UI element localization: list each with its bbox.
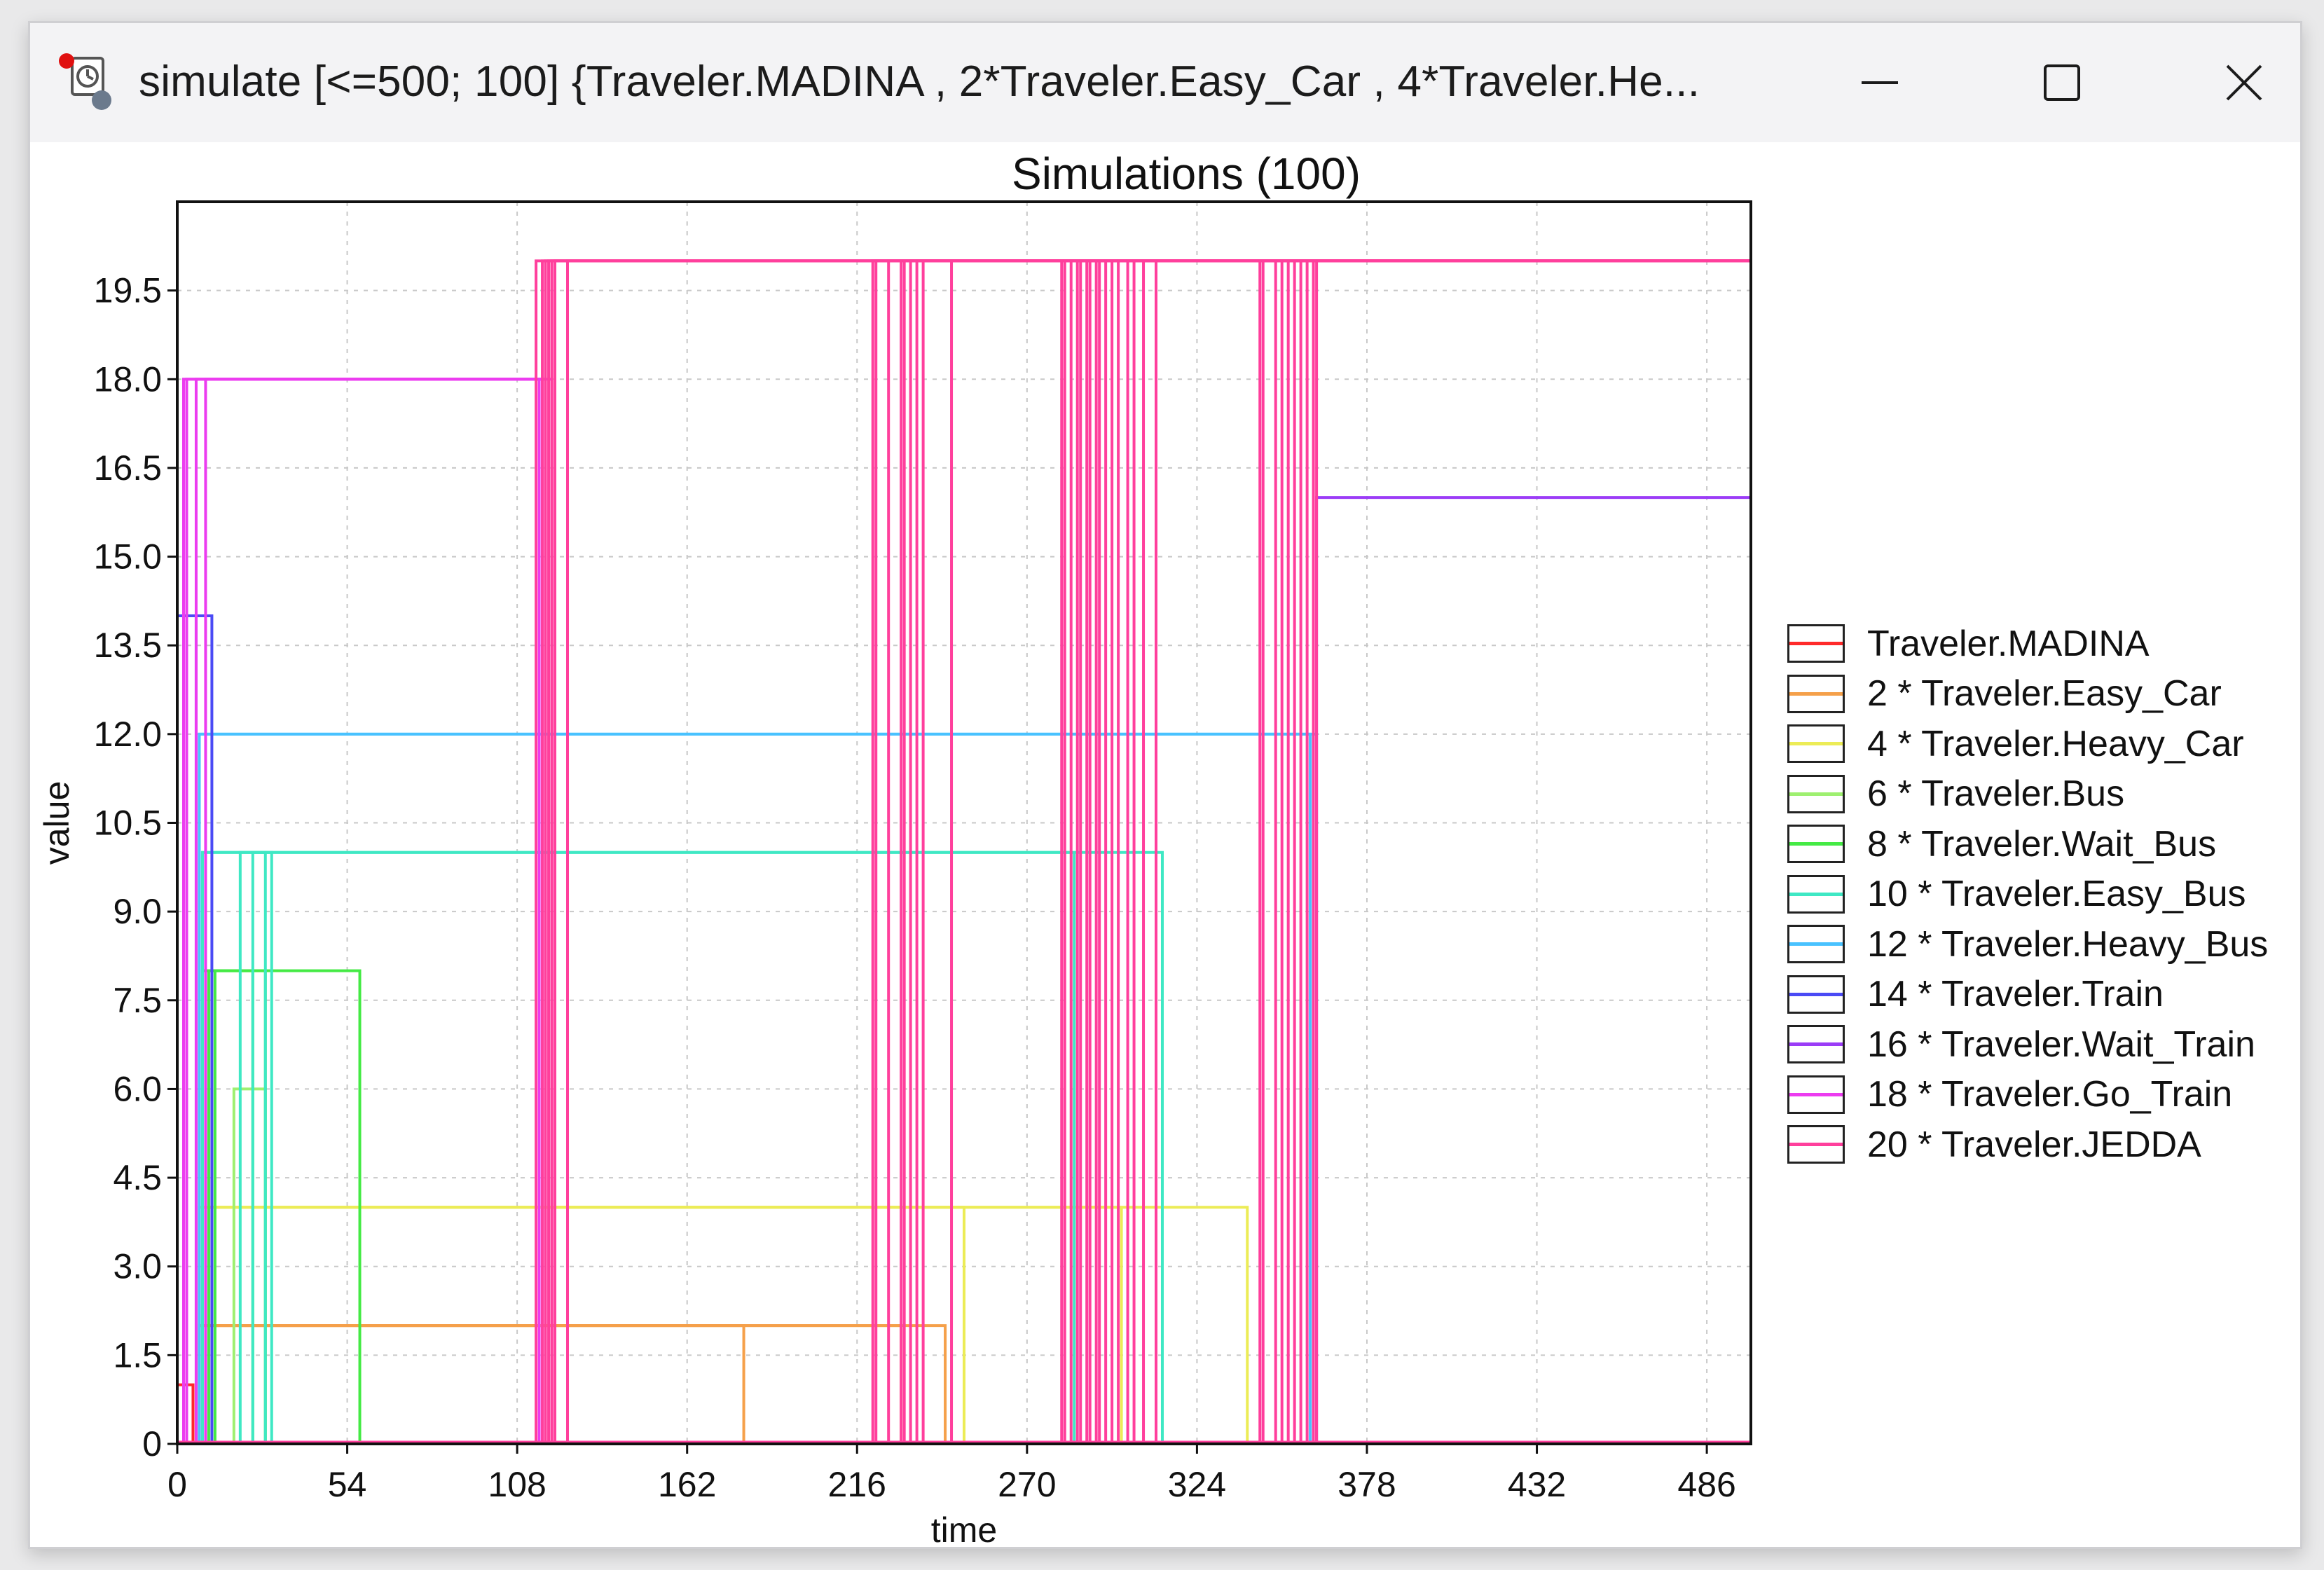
simulation-window: simulate [<=500; 100] {Traveler.MADINA ,… bbox=[28, 21, 2302, 1549]
minimize-icon bbox=[1862, 81, 1898, 84]
series-run bbox=[1315, 496, 1751, 1444]
legend-label: Traveler.MADINA bbox=[1867, 623, 2150, 664]
series-run bbox=[198, 1324, 903, 1444]
y-tick-label: 7.5 bbox=[113, 981, 162, 1020]
series-run bbox=[198, 1324, 947, 1444]
legend-item: 14 * Traveler.Train bbox=[1787, 970, 2320, 1020]
legend-item: 4 * Traveler.Heavy_Car bbox=[1787, 719, 2320, 769]
legend-swatch bbox=[1787, 1075, 1845, 1114]
legend-label: 4 * Traveler.Heavy_Car bbox=[1867, 723, 2244, 764]
x-tick-label: 108 bbox=[488, 1465, 546, 1504]
window-title: simulate [<=500; 100] {Traveler.MADINA ,… bbox=[139, 57, 1700, 106]
simulate-app-icon bbox=[59, 53, 111, 110]
legend-label: 12 * Traveler.Heavy_Bus bbox=[1867, 923, 2269, 965]
legend-swatch-line bbox=[1789, 1042, 1843, 1047]
maximize-button[interactable] bbox=[1992, 37, 2132, 128]
legend-label: 8 * Traveler.Wait_Bus bbox=[1867, 823, 2217, 865]
close-icon bbox=[2226, 64, 2262, 101]
series-run bbox=[251, 851, 273, 1444]
x-tick-label: 432 bbox=[1508, 1465, 1566, 1504]
legend-swatch bbox=[1787, 975, 1845, 1014]
x-tick-label: 270 bbox=[998, 1465, 1056, 1504]
legend-item: 20 * Traveler.JEDDA bbox=[1787, 1120, 2320, 1170]
legend-item: Traveler.MADINA bbox=[1787, 619, 2320, 669]
legend-item: 6 * Traveler.Bus bbox=[1787, 769, 2320, 820]
legend-swatch bbox=[1787, 624, 1845, 663]
series-run bbox=[1315, 259, 1751, 1444]
close-button[interactable] bbox=[2174, 37, 2314, 128]
y-tick-label: 9.0 bbox=[113, 892, 162, 931]
series-run bbox=[1305, 259, 1751, 1444]
legend-item: 10 * Traveler.Easy_Bus bbox=[1787, 869, 2320, 920]
legend-swatch bbox=[1787, 774, 1845, 813]
legend-swatch bbox=[1787, 825, 1845, 864]
series-run bbox=[200, 1324, 745, 1444]
legend-item: 12 * Traveler.Heavy_Bus bbox=[1787, 919, 2320, 970]
y-tick-label: 19.5 bbox=[94, 271, 162, 310]
y-tick-label: 3.0 bbox=[113, 1247, 162, 1286]
legend-swatch-line bbox=[1789, 742, 1843, 746]
legend-item: 18 * Traveler.Go_Train bbox=[1787, 1070, 2320, 1120]
series-run bbox=[1104, 259, 1751, 1444]
y-tick-label: 12.0 bbox=[94, 715, 162, 754]
x-tick-label: 486 bbox=[1677, 1465, 1735, 1504]
x-axis: 0 54 108 162 216 270 324 378 432 486 bbox=[167, 1444, 1736, 1504]
series-run bbox=[200, 851, 1164, 1444]
y-tick-label: 16.5 bbox=[94, 448, 162, 488]
title-bar[interactable]: simulate [<=500; 100] {Traveler.MADINA ,… bbox=[30, 23, 2300, 142]
series-run bbox=[1063, 259, 1751, 1444]
y-tick-label: 6.0 bbox=[113, 1069, 162, 1108]
x-tick-label: 324 bbox=[1168, 1465, 1226, 1504]
legend-swatch bbox=[1787, 1125, 1845, 1164]
legend-swatch bbox=[1787, 1025, 1845, 1064]
legend-swatch bbox=[1787, 925, 1845, 964]
legend-item: 2 * Traveler.Easy_Car bbox=[1787, 669, 2320, 719]
legend: Traveler.MADINA 2 * Traveler.Easy_Car 4 * … bbox=[1787, 619, 2320, 1170]
legend-item: 16 * Traveler.Wait_Train bbox=[1787, 1019, 2320, 1070]
legend-swatch-line bbox=[1789, 992, 1843, 996]
legend-swatch bbox=[1787, 674, 1845, 713]
legend-swatch-line bbox=[1789, 691, 1843, 696]
series-run bbox=[1132, 259, 1751, 1444]
series-20-traveler-jedda bbox=[177, 259, 1751, 1444]
x-axis-label: time bbox=[931, 1510, 997, 1547]
x-tick-label: 378 bbox=[1338, 1465, 1396, 1504]
minimize-button[interactable] bbox=[1810, 37, 1950, 128]
legend-swatch-line bbox=[1789, 842, 1843, 846]
legend-swatch bbox=[1787, 724, 1845, 764]
legend-swatch-line bbox=[1789, 942, 1843, 946]
series-run bbox=[177, 614, 214, 1444]
y-tick-label: 13.5 bbox=[94, 626, 162, 665]
x-tick-label: 162 bbox=[658, 1465, 716, 1504]
y-tick-label: 0 bbox=[142, 1424, 162, 1464]
y-tick-label: 4.5 bbox=[113, 1158, 162, 1197]
legend-label: 16 * Traveler.Wait_Train bbox=[1867, 1024, 2255, 1065]
legend-label: 10 * Traveler.Easy_Bus bbox=[1867, 874, 2246, 915]
y-tick-label: 18.0 bbox=[94, 359, 162, 399]
x-tick-label: 54 bbox=[328, 1465, 367, 1504]
x-tick-label: 216 bbox=[828, 1465, 886, 1504]
y-tick-label: 15.0 bbox=[94, 537, 162, 577]
x-tick-label: 0 bbox=[167, 1465, 187, 1504]
legend-swatch-line bbox=[1789, 1143, 1843, 1147]
legend-swatch bbox=[1787, 874, 1845, 914]
chart-title: Simulations (100) bbox=[1012, 149, 1361, 199]
y-axis-label: value bbox=[37, 781, 76, 865]
legend-swatch-line bbox=[1789, 792, 1843, 796]
simulation-plot: 0 54 108 162 216 270 324 378 432 486 0 1.5 3.0 4.5 6.… bbox=[37, 200, 1752, 1547]
legend-label: 14 * Traveler.Train bbox=[1867, 974, 2164, 1015]
legend-label: 18 * Traveler.Go_Train bbox=[1867, 1074, 2233, 1115]
legend-swatch-line bbox=[1789, 892, 1843, 896]
y-axis: 0 1.5 3.0 4.5 6.0 7.5 9.0 10.5 12.0 13.5 15.0 16.5 1… bbox=[94, 271, 177, 1464]
y-tick-label: 10.5 bbox=[94, 804, 162, 843]
legend-label: 6 * Traveler.Bus bbox=[1867, 773, 2125, 815]
legend-swatch-line bbox=[1789, 642, 1843, 646]
y-tick-label: 1.5 bbox=[113, 1335, 162, 1375]
legend-swatch-line bbox=[1789, 1092, 1843, 1096]
legend-item: 8 * Traveler.Wait_Bus bbox=[1787, 819, 2320, 869]
series-run bbox=[177, 1383, 195, 1444]
maximize-icon bbox=[2044, 64, 2080, 101]
legend-label: 20 * Traveler.JEDDA bbox=[1867, 1124, 2201, 1165]
legend-label: 2 * Traveler.Easy_Car bbox=[1867, 673, 2222, 715]
